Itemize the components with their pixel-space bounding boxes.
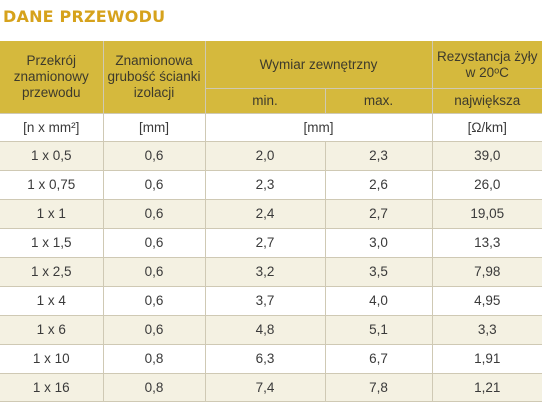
cell-max: 3,5 — [325, 257, 433, 287]
cell-section: 1 x 1,5 — [0, 228, 104, 258]
cell-resistance: 1,91 — [432, 344, 542, 374]
cell-max: 2,7 — [325, 199, 433, 229]
cell-insulation: 0,8 — [103, 373, 206, 402]
cell-max: 3,0 — [325, 228, 433, 258]
cell-min: 2,4 — [205, 199, 326, 229]
cell-insulation: 0,6 — [103, 228, 206, 258]
table-row: 1 x 1 0,6 2,4 2,7 19,05 — [0, 199, 542, 229]
table-row: 1 x 6 0,6 4,8 5,1 3,3 — [0, 315, 542, 345]
header-max-resistance: największa — [432, 88, 542, 114]
cell-min: 7,4 — [205, 373, 326, 402]
header-resistance: Rezystancja żyły w 20ᵒC — [432, 41, 542, 89]
cell-max: 4,0 — [325, 286, 433, 316]
cell-section: 1 x 1 — [0, 199, 104, 229]
table-row: 1 x 0,5 0,6 2,0 2,3 39,0 — [0, 141, 542, 171]
cell-resistance: 39,0 — [432, 141, 542, 171]
cell-resistance: 26,0 — [432, 170, 542, 200]
cell-resistance: 19,05 — [432, 199, 542, 229]
cell-min: 2,0 — [205, 141, 326, 171]
cell-max: 6,7 — [325, 344, 433, 374]
cell-insulation: 0,6 — [103, 170, 206, 200]
table-row: 1 x 16 0,8 7,4 7,8 1,21 — [0, 373, 542, 402]
cell-insulation: 0,6 — [103, 315, 206, 345]
cell-section: 1 x 6 — [0, 315, 104, 345]
cell-resistance: 1,21 — [432, 373, 542, 402]
cell-insulation: 0,6 — [103, 141, 206, 171]
cell-min: 3,2 — [205, 257, 326, 287]
cable-data-table: Przekrój znamionowy przewodu Znamionowa … — [0, 41, 542, 402]
header-max: max. — [325, 88, 433, 114]
cell-section: 1 x 2,5 — [0, 257, 104, 287]
cell-resistance: 7,98 — [432, 257, 542, 287]
cell-insulation: 0,6 — [103, 199, 206, 229]
cell-max: 5,1 — [325, 315, 433, 345]
cell-section: 1 x 16 — [0, 373, 104, 402]
cell-insulation: 0,8 — [103, 344, 206, 374]
cell-max: 7,8 — [325, 373, 433, 402]
cell-max: 2,3 — [325, 141, 433, 171]
cell-resistance: 13,3 — [432, 228, 542, 258]
cell-resistance: 3,3 — [432, 315, 542, 345]
table-row: 1 x 4 0,6 3,7 4,0 4,95 — [0, 286, 542, 316]
unit-cross-section: [n x mm²] — [0, 113, 104, 142]
unit-outer-dimension: [mm] — [205, 113, 433, 142]
cell-min: 6,3 — [205, 344, 326, 374]
unit-insulation: [mm] — [103, 113, 206, 142]
cell-insulation: 0,6 — [103, 257, 206, 287]
table-row: 1 x 1,5 0,6 2,7 3,0 13,3 — [0, 228, 542, 258]
cell-section: 1 x 4 — [0, 286, 104, 316]
cell-section: 1 x 0,5 — [0, 141, 104, 171]
cell-max: 2,6 — [325, 170, 433, 200]
unit-resistance: [Ω/km] — [432, 113, 542, 142]
cell-min: 2,7 — [205, 228, 326, 258]
cell-section: 1 x 10 — [0, 344, 104, 374]
page-title: DANE PRZEWODU — [3, 7, 166, 26]
header-insulation: Znamionowa grubość ścianki izolacji — [103, 41, 206, 114]
cell-resistance: 4,95 — [432, 286, 542, 316]
cell-section: 1 x 0,75 — [0, 170, 104, 200]
cell-min: 3,7 — [205, 286, 326, 316]
cell-min: 4,8 — [205, 315, 326, 345]
table-row: 1 x 0,75 0,6 2,3 2,6 26,0 — [0, 170, 542, 200]
table-row: 1 x 2,5 0,6 3,2 3,5 7,98 — [0, 257, 542, 287]
header-cross-section: Przekrój znamionowy przewodu — [0, 41, 104, 114]
cell-insulation: 0,6 — [103, 286, 206, 316]
header-outer-dimension: Wymiar zewnętrzny — [205, 41, 433, 89]
header-min: min. — [205, 88, 326, 114]
cell-min: 2,3 — [205, 170, 326, 200]
table-row: 1 x 10 0,8 6,3 6,7 1,91 — [0, 344, 542, 374]
